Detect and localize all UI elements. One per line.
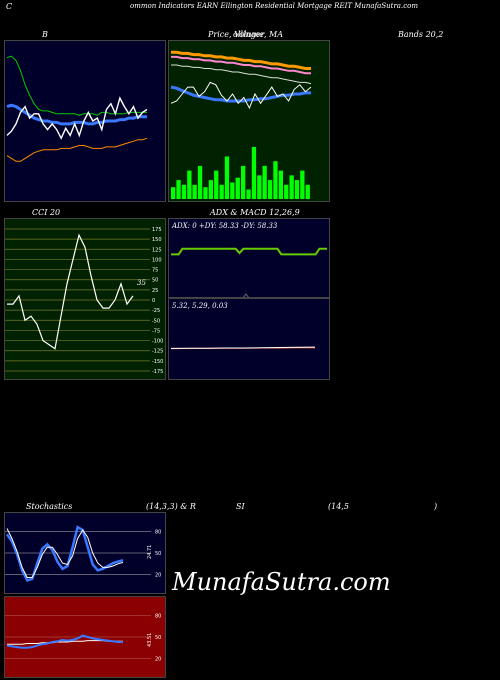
volume-bar [197, 165, 203, 199]
cci-tick-label: 0 [152, 298, 155, 304]
stoch-d-line [6, 528, 124, 578]
volume-bar [262, 165, 267, 199]
volume-bar [214, 170, 219, 199]
volume-bar [284, 184, 289, 199]
volume-bar [246, 189, 251, 199]
cci-tick-label: -125 [152, 349, 163, 355]
stoch-tick-label: 80 [155, 529, 161, 535]
bollinger-panel [4, 40, 166, 202]
stoch-current-value: 24.71 [147, 545, 153, 559]
rsi-chart: 80 50 20 43.51 [5, 613, 161, 663]
stoch-label-2: (14,3,3) & R [146, 502, 196, 511]
cci-tick-label: -75 [152, 328, 160, 334]
header-left: C [6, 2, 13, 11]
cci-tick-label: 150 [152, 237, 162, 243]
volume-bar [251, 147, 257, 199]
cci-tick-label: -175 [152, 369, 163, 375]
volume-bar [171, 187, 176, 199]
stoch-label-1: Stochastics [26, 502, 73, 511]
volume-bar [294, 180, 300, 199]
volume-bar [278, 170, 283, 199]
bollinger-middle-line [6, 103, 147, 126]
ma-pink-line [171, 55, 311, 75]
adx-panel: ADX: 0 +DY: 58.33 -DY: 58.33 [168, 218, 330, 298]
cci-tick-label: -50 [152, 318, 160, 324]
stoch-tick-label: 50 [155, 551, 161, 557]
stoch-tick-label: 20 [155, 573, 161, 579]
bollinger-chart [6, 55, 148, 162]
rsi-tick-label: 20 [155, 657, 161, 663]
volume-bar [208, 180, 213, 199]
volume-bar [305, 184, 310, 199]
cci-tick-label: 125 [152, 247, 162, 253]
cci-tick-label: 75 [152, 268, 158, 274]
cci-tick-label: 175 [152, 227, 162, 233]
cci-tick-label: 50 [152, 278, 158, 284]
stoch-k-line [5, 525, 124, 582]
rsi-panel: 80 50 20 43.51 [4, 596, 166, 678]
ma-white-line [171, 64, 312, 85]
volume-bar [181, 184, 187, 199]
cci-tick-label: -25 [152, 308, 160, 314]
cci-panel: 175 150 125 100 75 50 25 0 -25 -50 -75 -100 -125 -150… [4, 218, 166, 380]
page-title: ommon Indicators EARN Ellington Resident… [130, 2, 418, 10]
bollinger-label: B [42, 30, 48, 39]
volume-bar [192, 184, 197, 199]
watermark: MunafaSutra.com [172, 568, 391, 596]
macd-panel: 5.32, 5.29, 0.03 [168, 298, 330, 380]
rsi-line [6, 634, 123, 649]
volume-bar [224, 156, 230, 199]
cci-tick-label: -100 [152, 339, 163, 345]
adx-macd-label: ADX & MACD 12,26,9 [210, 208, 300, 217]
rsi-tick-label: 80 [155, 613, 161, 619]
volume-bar [176, 180, 181, 199]
volume-bar [273, 161, 278, 199]
volume-bar [230, 182, 235, 199]
cci-current-value: 35 [137, 279, 146, 287]
volume-bar [235, 177, 240, 199]
stoch-label-3: SI [236, 502, 245, 511]
stoch-label-5: ) [434, 502, 438, 511]
ma-gold-line [171, 50, 311, 70]
stochastics-chart: 80 50 20 24.71 [5, 525, 161, 582]
volume-bar [219, 184, 224, 199]
volume-bar [257, 175, 262, 199]
adx-marker [243, 293, 249, 297]
macd-chart [170, 346, 316, 350]
macd-line [170, 346, 316, 349]
volume-bar [289, 175, 294, 199]
rsi-tick-label: 50 [155, 635, 161, 641]
adx-line [171, 247, 327, 256]
cci-chart: 175 150 125 100 75 50 25 0 -25 -50 -75 -100 -125 -150… [5, 227, 163, 375]
rsi-current-value: 43.51 [147, 633, 153, 647]
adx-chart [171, 247, 327, 297]
cci-tick-label: 100 [152, 257, 162, 263]
bollinger-lower-line [6, 137, 148, 162]
volume-bar [241, 165, 246, 199]
price-label: Price, Volume, MA [208, 30, 284, 39]
cci-line [7, 233, 134, 350]
price-panel [168, 40, 330, 202]
volume-bar [187, 170, 192, 199]
stochastics-panel: 80 50 20 24.71 [4, 512, 166, 594]
volume-bar [267, 180, 273, 199]
volume-bar [300, 170, 305, 199]
cci-tick-label: 25 [152, 288, 158, 294]
stoch-label-4: (14,5 [328, 502, 349, 511]
macd-readout: 5.32, 5.29, 0.03 [172, 302, 228, 310]
cci-tick-label: -150 [152, 359, 163, 365]
volume-bar [203, 187, 208, 199]
price-label-overlap: ollinger [233, 30, 265, 39]
price-volume-chart [170, 50, 312, 199]
cci-label: CCI 20 [32, 208, 61, 217]
bollinger-upper-line [6, 55, 147, 116]
adx-readout: ADX: 0 +DY: 58.33 -DY: 58.33 [172, 222, 278, 230]
price-line [170, 81, 312, 110]
bollinger-price-line [6, 96, 148, 140]
bands-label: Bands 20,2 [398, 30, 444, 39]
